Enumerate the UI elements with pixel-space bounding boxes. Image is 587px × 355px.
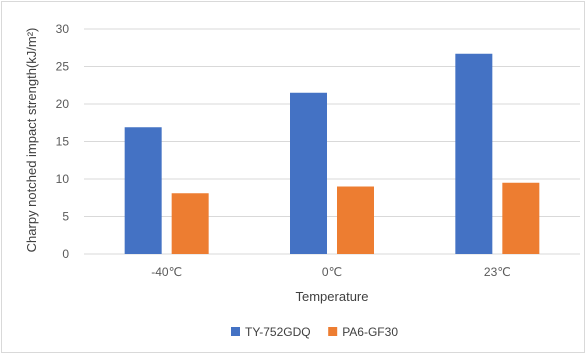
gridlines (84, 28, 580, 255)
x-tick-label: 23℃ (484, 265, 511, 279)
legend: TY-752GDQ PA6-GF30 (231, 325, 398, 339)
x-axis-title: Temperature (296, 289, 369, 304)
bar-pa6-gf30-2 (502, 182, 540, 254)
bar-ty-752gdq-2 (455, 53, 493, 254)
y-tick-label: 30 (56, 22, 70, 36)
bar-ty-752gdq-1 (290, 92, 327, 254)
x-tick-label: 0℃ (322, 265, 342, 279)
y-tick-labels: 0 5 10 15 20 25 30 (56, 22, 70, 261)
bars (124, 53, 540, 254)
y-tick-label: 5 (62, 210, 69, 224)
bar-pa6-gf30-0 (171, 193, 209, 254)
x-tick-labels: -40℃ 0℃ 23℃ (151, 265, 510, 279)
y-axis-title: Charpy notched impact strength(kJ/m²) (24, 28, 39, 253)
bar-pa6-gf30-1 (337, 186, 374, 254)
legend-label: PA6-GF30 (342, 325, 398, 339)
legend-label: TY-752GDQ (245, 325, 311, 339)
y-tick-label: 25 (56, 60, 70, 74)
y-tick-label: 0 (62, 247, 69, 261)
legend-swatch (328, 327, 338, 336)
x-tick-label: -40℃ (151, 265, 182, 279)
bar-ty-752gdq-0 (124, 127, 162, 254)
legend-swatch (231, 327, 240, 336)
y-tick-label: 20 (56, 97, 70, 111)
y-tick-label: 10 (56, 172, 70, 186)
y-tick-label: 15 (56, 135, 70, 149)
